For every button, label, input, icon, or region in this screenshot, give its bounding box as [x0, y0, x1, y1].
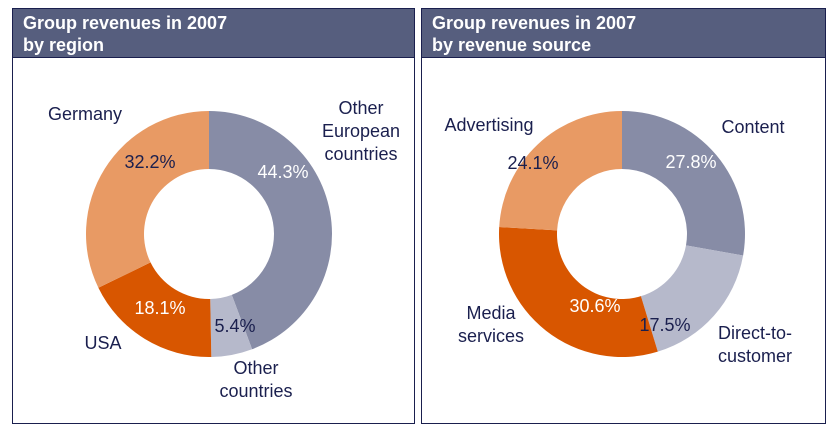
source-donut-chart: 27.8%Content 17.5% Direct-to-customer 30.6%… [444, 111, 792, 366]
donut-slice-media-services [499, 227, 658, 357]
value-label: 24.1% [507, 153, 558, 173]
value-label: 32.2% [124, 152, 175, 172]
donut-slice-content [622, 111, 745, 256]
region-donut-chart: 44.3% Other European countries 5.4% Other coun… [48, 98, 400, 401]
region-chart-subtitle: by region [23, 35, 105, 55]
category-label: Germany [48, 104, 122, 124]
value-label: 44.3% [257, 162, 308, 182]
source-chart-header: Group revenues in 2007 by revenue source [422, 9, 825, 58]
value-label: 30.6% [569, 296, 620, 316]
value-label: 27.8% [665, 152, 716, 172]
category-label: Direct-to-customer [718, 323, 792, 366]
source-chart-panel: Group revenues in 2007 by revenue source… [421, 8, 826, 424]
category-label: Other countries [219, 358, 292, 401]
region-chart-header: Group revenues in 2007 by region [13, 9, 414, 58]
category-label: Advertising [444, 115, 533, 135]
region-chart-panel: Group revenues in 2007 by region 44.3% Ot… [12, 8, 415, 424]
region-chart-title: Group revenues in 2007 [23, 13, 228, 33]
donut-slice-germany [86, 111, 209, 288]
category-label: Content [721, 117, 784, 137]
donut-slice-advertising [499, 111, 622, 231]
value-label: 17.5% [639, 315, 690, 335]
donut-slice-other-countries [210, 294, 253, 357]
donut-slice-usa [98, 262, 212, 357]
category-label: Media services [458, 303, 524, 346]
source-chart-subtitle: by revenue source [432, 35, 592, 55]
category-label: USA [84, 333, 121, 353]
donut-slice-direct-to-customer [640, 245, 744, 352]
value-label: 18.1% [134, 298, 185, 318]
donut-slice-other-european-countries [209, 111, 332, 350]
category-label: Other European countries [322, 98, 400, 164]
source-chart-title: Group revenues in 2007 [432, 13, 637, 33]
value-label: 5.4% [214, 316, 255, 336]
